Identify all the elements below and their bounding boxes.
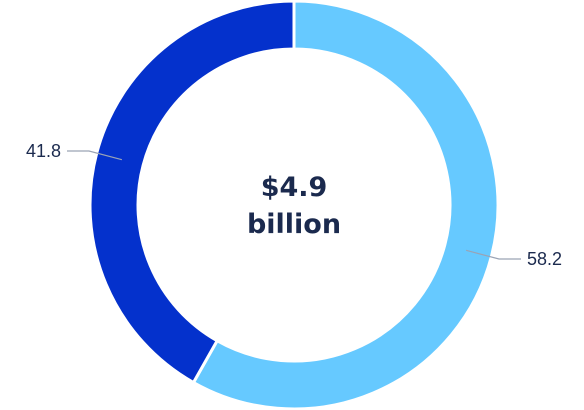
data-label-58.2: 58.2 xyxy=(527,249,562,269)
center-unit: billion xyxy=(247,209,341,240)
center-value: $4.9 xyxy=(261,172,328,203)
labels-group: 58.2 41.8 xyxy=(26,141,562,269)
leader-line-41.8 xyxy=(66,150,123,161)
leader-line-58.2 xyxy=(465,249,522,260)
slices-group xyxy=(88,0,500,410)
data-label-41.8: 41.8 xyxy=(26,141,61,161)
slice-58.2 xyxy=(191,0,500,410)
slice-41.8 xyxy=(88,0,296,385)
